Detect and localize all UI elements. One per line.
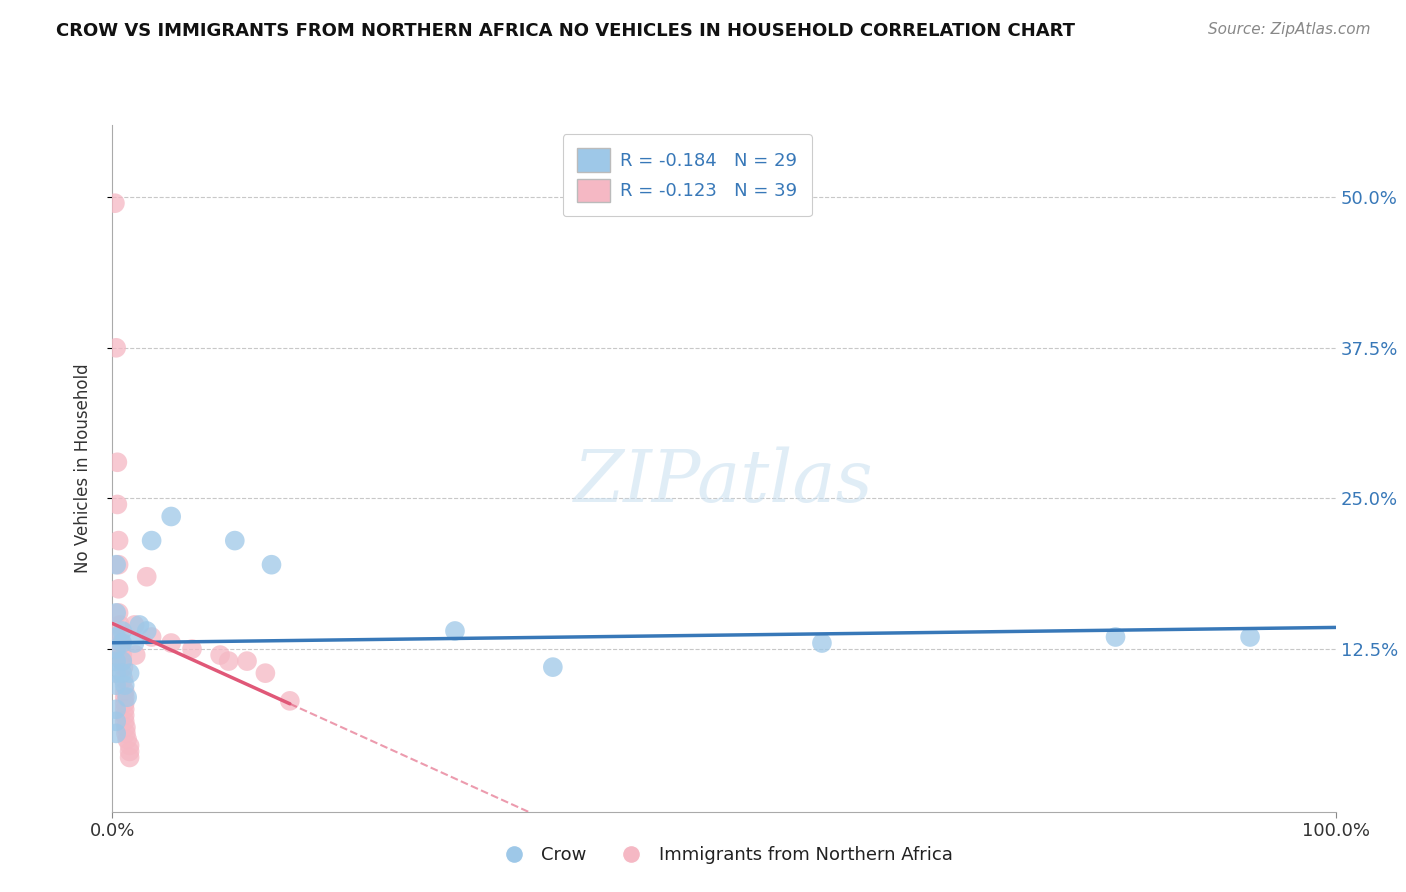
Point — [114, 690, 136, 705]
Point — [114, 696, 136, 710]
Point — [111, 624, 134, 638]
Point — [108, 630, 131, 644]
Point — [112, 672, 135, 686]
Point — [260, 558, 283, 572]
Point — [105, 630, 128, 644]
Point — [135, 624, 157, 638]
Point — [118, 739, 141, 753]
Point — [105, 341, 128, 355]
Text: CROW VS IMMIGRANTS FROM NORTHERN AFRICA NO VEHICLES IN HOUSEHOLD CORRELATION CHA: CROW VS IMMIGRANTS FROM NORTHERN AFRICA … — [56, 22, 1076, 40]
Point — [105, 606, 128, 620]
Point — [110, 636, 132, 650]
Y-axis label: No Vehicles in Household: No Vehicles in Household — [73, 363, 91, 574]
Point — [104, 196, 127, 211]
Point — [111, 636, 134, 650]
Point — [141, 630, 163, 644]
Point — [115, 690, 138, 705]
Point — [254, 666, 277, 681]
Point — [1239, 630, 1261, 644]
Point — [105, 714, 128, 729]
Point — [141, 533, 163, 548]
Point — [107, 582, 129, 596]
Point — [124, 636, 146, 650]
Point — [114, 678, 136, 692]
Point — [209, 648, 232, 662]
Point — [224, 533, 246, 548]
Point — [1104, 630, 1126, 644]
Point — [218, 654, 240, 668]
Point — [278, 694, 301, 708]
Point — [118, 744, 141, 758]
Point — [541, 660, 564, 674]
Point — [115, 732, 138, 747]
Legend: Crow, Immigrants from Northern Africa: Crow, Immigrants from Northern Africa — [488, 839, 960, 871]
Point — [105, 455, 128, 469]
Point — [236, 654, 259, 668]
Point — [105, 726, 128, 740]
Point — [125, 648, 148, 662]
Point — [105, 678, 128, 692]
Point — [114, 702, 136, 716]
Point — [105, 642, 128, 657]
Point — [114, 684, 136, 698]
Point — [105, 558, 128, 572]
Point — [444, 624, 467, 638]
Point — [111, 654, 134, 668]
Point — [105, 654, 128, 668]
Point — [160, 636, 183, 650]
Point — [115, 720, 138, 734]
Point — [111, 666, 134, 681]
Point — [114, 714, 136, 729]
Point — [112, 660, 135, 674]
Point — [105, 666, 128, 681]
Point — [135, 570, 157, 584]
Point — [181, 642, 204, 657]
Point — [128, 618, 150, 632]
Point — [114, 708, 136, 723]
Point — [107, 606, 129, 620]
Text: ZIPatlas: ZIPatlas — [574, 447, 875, 517]
Point — [107, 533, 129, 548]
Point — [811, 636, 834, 650]
Point — [118, 666, 141, 681]
Point — [108, 618, 131, 632]
Point — [111, 654, 134, 668]
Text: Source: ZipAtlas.com: Source: ZipAtlas.com — [1208, 22, 1371, 37]
Point — [105, 498, 128, 512]
Point — [118, 750, 141, 764]
Point — [124, 618, 146, 632]
Point — [115, 726, 138, 740]
Point — [111, 648, 134, 662]
Point — [160, 509, 183, 524]
Point — [107, 558, 129, 572]
Point — [110, 642, 132, 657]
Point — [105, 702, 128, 716]
